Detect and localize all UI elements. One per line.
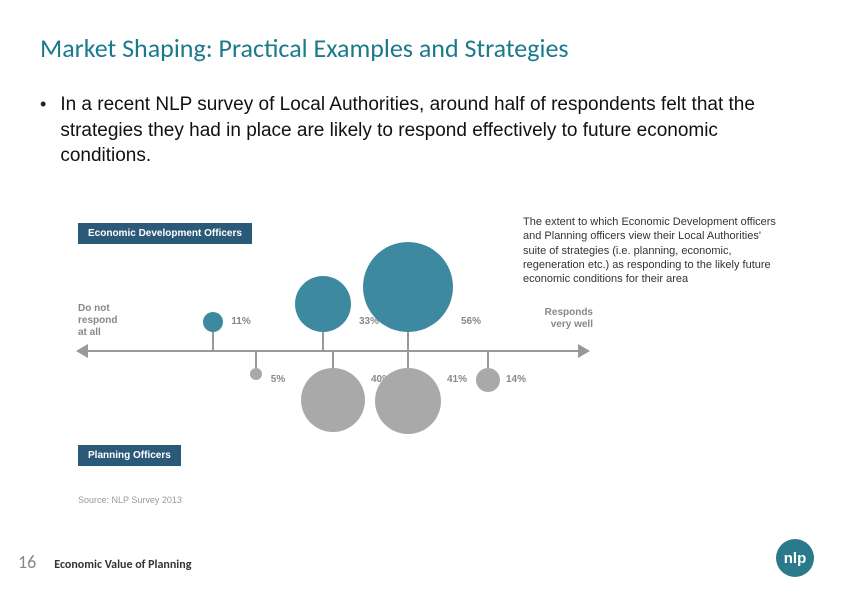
axis-tick [332, 350, 334, 368]
bullet-marker: • [40, 92, 46, 117]
arrow-left-icon [76, 344, 88, 358]
data-bubble [301, 368, 365, 432]
footer-title: Economic Value of Planning [54, 558, 191, 572]
axis-tick [322, 332, 324, 350]
data-bubble [363, 242, 453, 332]
bubble-chart: Economic Development Officers Planning O… [78, 195, 778, 505]
slide-title: Market Shaping: Practical Examples and S… [40, 32, 569, 64]
bullet-text: In a recent NLP survey of Local Authorit… [60, 92, 802, 169]
axis-tick [407, 350, 409, 368]
data-bubble [250, 368, 262, 380]
axis-tick [255, 350, 257, 368]
axis-tick [407, 332, 409, 350]
percent-label: 56% [461, 316, 481, 327]
arrow-right-icon [578, 344, 590, 358]
scale-label-left: Do notrespondat all [78, 303, 117, 339]
nlp-logo: nlp [776, 539, 814, 577]
series-tag-bottom: Planning Officers [78, 445, 181, 466]
percent-label: 11% [231, 316, 250, 327]
percent-label: 5% [271, 374, 285, 385]
axis-tick [212, 332, 214, 350]
chart-source: Source: NLP Survey 2013 [78, 495, 182, 505]
data-bubble [476, 368, 500, 392]
chart-caption: The extent to which Economic Development… [523, 215, 778, 286]
bullet-item: • In a recent NLP survey of Local Author… [40, 92, 802, 169]
data-bubble [203, 312, 223, 332]
data-bubble [375, 368, 441, 434]
scale-label-right: Respondsvery well [545, 307, 593, 331]
data-bubble [295, 276, 351, 332]
axis-tick [487, 350, 489, 368]
series-tag-top: Economic Development Officers [78, 223, 252, 244]
percent-label: 14% [506, 374, 526, 385]
percent-label: 41% [447, 374, 467, 385]
page-number: 16 [18, 551, 36, 573]
footer: 16 Economic Value of Planning [18, 551, 191, 573]
